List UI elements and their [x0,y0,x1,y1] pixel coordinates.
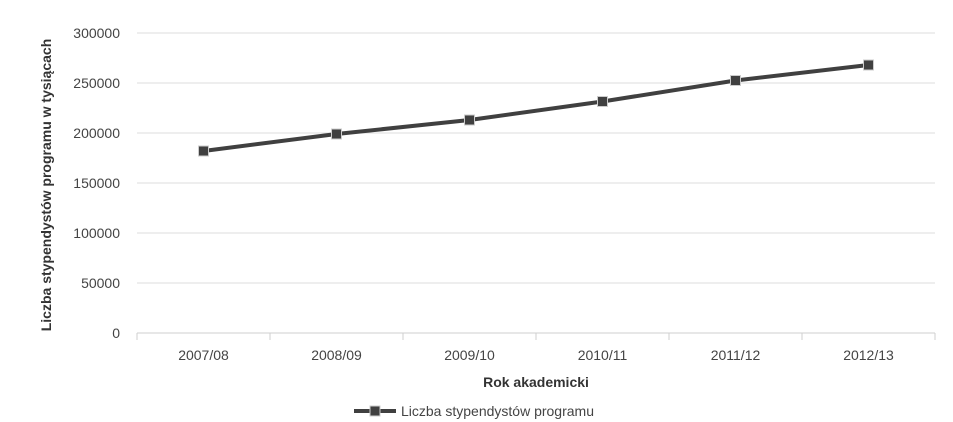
y-tick-label: 0 [112,325,120,341]
x-tick-label: 2009/10 [444,347,495,363]
y-tick-label: 200000 [73,125,120,141]
legend-marker-swatch [369,405,381,417]
y-tick-label: 100000 [73,225,120,241]
y-tick-label: 300000 [73,25,120,41]
series-line [203,63,869,153]
y-tick-label: 150000 [73,175,120,191]
series-layer [198,59,874,157]
gridlines [137,32,935,334]
y-tick-label: 50000 [81,275,120,291]
y-axis-ticks: 0 50000 100000 150000 200000 250000 300000 [73,25,120,341]
legend-label: Liczba stypendystów programu [401,403,594,419]
legend: Liczba stypendystów programu [354,403,594,419]
y-axis-title: Liczba stypendystów programu w tysiącach [38,39,54,332]
data-point-marker [730,75,741,86]
data-point-marker [331,128,342,140]
x-tick-label: 2012/13 [843,347,894,363]
data-point-marker [863,59,874,71]
x-tick-label: 2011/12 [711,347,761,363]
x-axis-ticks: 2007/08 2008/09 2009/10 2010/11 2011/12 2012/… [136,333,936,363]
data-point-marker [597,96,608,107]
x-tick-label: 2008/09 [311,347,362,363]
x-tick-label: 2007/08 [178,347,229,363]
x-tick-label: 2010/11 [578,347,628,363]
y-tick-label: 250000 [73,75,120,91]
data-point-marker [198,145,209,157]
x-axis-title: Rok akademicki [483,374,589,390]
data-point-marker [464,114,475,126]
